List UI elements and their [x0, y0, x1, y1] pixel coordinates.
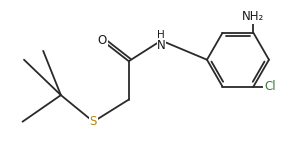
Text: Cl: Cl — [264, 80, 276, 93]
Text: S: S — [90, 115, 97, 128]
Text: H: H — [157, 30, 165, 40]
Text: N: N — [157, 39, 166, 52]
Text: NH₂: NH₂ — [242, 10, 264, 23]
Text: O: O — [97, 34, 107, 47]
